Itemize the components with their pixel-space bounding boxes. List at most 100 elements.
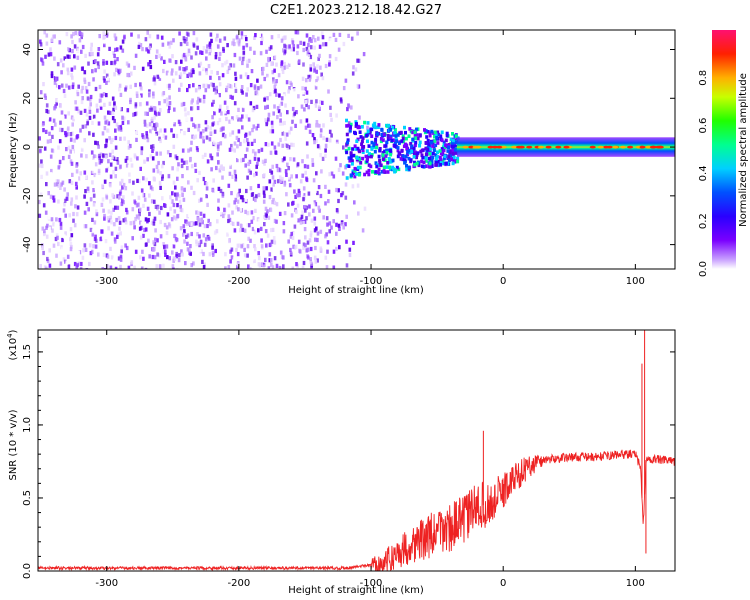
noise-cell xyxy=(72,218,75,223)
noise-cell xyxy=(311,162,315,167)
noise-cell xyxy=(39,264,42,269)
noise-cell xyxy=(225,116,228,122)
transition-cell xyxy=(437,163,440,168)
noise-cell xyxy=(201,129,205,134)
noise-cell xyxy=(157,253,161,258)
noise-cell xyxy=(195,221,198,226)
noise-cell xyxy=(192,69,195,75)
noise-cell xyxy=(157,131,160,136)
noise-cell xyxy=(242,100,246,105)
noise-cell xyxy=(208,209,212,214)
transition-cell xyxy=(418,143,422,148)
noise-cell xyxy=(262,133,265,138)
noise-cell xyxy=(214,142,217,147)
noise-cell xyxy=(326,222,329,227)
noise-cell xyxy=(186,87,189,93)
noise-cell xyxy=(168,204,171,209)
noise-cell xyxy=(116,57,119,62)
noise-cell xyxy=(99,188,102,193)
noise-cell xyxy=(279,250,283,255)
noise-cell xyxy=(253,263,257,268)
noise-cell xyxy=(251,226,255,232)
noise-cell xyxy=(138,95,141,100)
noise-cell xyxy=(237,129,241,134)
noise-cell xyxy=(234,45,238,50)
noise-cell xyxy=(116,234,119,239)
noise-cell xyxy=(315,171,318,176)
colorbar-tick-label: 0.8 xyxy=(698,70,709,86)
noise-cell xyxy=(114,79,117,84)
spectrogram-y-axis-label: Frequency (Hz) xyxy=(8,112,19,188)
noise-cell xyxy=(289,226,293,231)
transition-cell xyxy=(359,135,363,139)
noise-cell xyxy=(94,234,97,239)
noise-cell xyxy=(353,200,356,205)
noise-cell xyxy=(46,139,50,144)
noise-cell xyxy=(85,154,88,159)
noise-cell xyxy=(326,249,329,254)
noise-cell xyxy=(240,244,243,249)
noise-cell xyxy=(145,47,148,52)
noise-cell xyxy=(158,76,162,81)
transition-cell xyxy=(355,156,359,160)
noise-cell xyxy=(235,83,238,88)
noise-cell xyxy=(55,101,58,106)
noise-cell xyxy=(199,134,202,139)
noise-cell xyxy=(159,151,162,156)
transition-cell xyxy=(402,139,406,144)
transition-cell xyxy=(383,158,387,162)
transition-cell xyxy=(403,125,406,130)
noise-cell xyxy=(233,101,237,106)
noise-cell xyxy=(65,59,68,64)
noise-cell xyxy=(138,41,141,46)
noise-cell xyxy=(273,179,277,184)
noise-cell xyxy=(92,193,96,198)
noise-cell xyxy=(181,148,185,153)
noise-cell xyxy=(205,56,208,61)
noise-cell xyxy=(166,212,170,217)
noise-cell xyxy=(207,236,211,241)
noise-cell xyxy=(302,245,305,250)
noise-cell xyxy=(100,102,103,107)
noise-cell xyxy=(197,193,201,198)
noise-cell xyxy=(161,42,165,47)
transition-cell xyxy=(360,142,364,146)
noise-cell xyxy=(178,194,181,199)
noise-cell xyxy=(299,220,303,225)
noise-cell xyxy=(316,231,320,236)
noise-cell xyxy=(183,187,186,192)
carrier-peak xyxy=(639,145,646,149)
noise-cell xyxy=(70,244,73,250)
noise-cell xyxy=(196,100,199,105)
noise-cell xyxy=(140,150,143,156)
noise-cell xyxy=(197,96,200,101)
noise-cell xyxy=(171,54,174,59)
transition-cell xyxy=(393,128,397,132)
noise-cell xyxy=(74,100,77,105)
noise-cell xyxy=(132,220,136,225)
transition-cell xyxy=(347,123,351,128)
noise-cell xyxy=(147,49,150,54)
transition-cell xyxy=(384,144,388,148)
noise-cell xyxy=(187,180,190,185)
noise-cell xyxy=(255,89,258,95)
transition-cell xyxy=(439,151,443,156)
noise-cell xyxy=(334,37,338,42)
noise-cell xyxy=(282,229,286,234)
transition-cell xyxy=(424,164,428,168)
noise-cell xyxy=(216,33,219,38)
noise-cell xyxy=(39,39,42,44)
transition-cell xyxy=(422,165,426,169)
noise-cell xyxy=(268,195,272,200)
noise-cell xyxy=(195,239,198,244)
noise-cell xyxy=(169,198,173,203)
noise-cell xyxy=(133,158,136,163)
noise-cell xyxy=(205,186,209,191)
noise-cell xyxy=(300,191,304,196)
noise-cell xyxy=(328,221,332,226)
noise-cell xyxy=(223,211,226,216)
noise-cell xyxy=(260,40,263,46)
noise-cell xyxy=(177,241,180,246)
noise-cell xyxy=(185,117,189,122)
noise-cell xyxy=(91,51,94,57)
